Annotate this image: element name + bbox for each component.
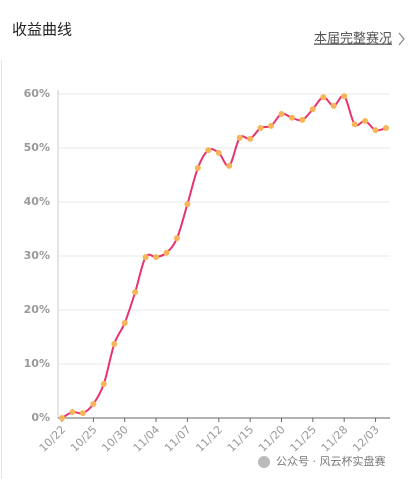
point — [173, 235, 180, 242]
point — [268, 122, 275, 129]
point — [184, 201, 191, 208]
x-tick-label: 11/15 — [225, 423, 257, 455]
x-tick-label: 10/30 — [99, 423, 131, 455]
x-tick-label: 11/25 — [287, 423, 319, 455]
x-tick-label: 10/25 — [68, 423, 100, 455]
point — [121, 319, 128, 326]
point — [100, 380, 107, 387]
point — [278, 110, 285, 117]
y-tick-label: 30% — [24, 249, 50, 262]
point — [90, 400, 97, 407]
point — [257, 125, 264, 132]
point — [153, 254, 160, 261]
point — [205, 147, 212, 154]
x-tick-label: 12/03 — [350, 423, 382, 455]
chevron[interactable] — [398, 32, 405, 46]
y-tick-label: 0% — [31, 411, 50, 424]
point — [341, 93, 348, 100]
x-tick-label: 11/07 — [162, 423, 194, 455]
point — [351, 121, 358, 128]
point — [362, 118, 369, 124]
point — [59, 415, 65, 421]
full-results-link[interactable]: 本届完整赛况 — [314, 31, 392, 47]
point — [236, 134, 243, 141]
point — [247, 135, 254, 142]
point — [163, 249, 170, 256]
x-tick-label: 10/22 — [37, 423, 69, 455]
point — [383, 125, 389, 132]
point — [299, 116, 306, 123]
point — [309, 106, 316, 113]
point — [215, 149, 222, 156]
point — [194, 164, 201, 171]
point — [372, 127, 379, 134]
chart-title: 收益曲线 — [12, 21, 72, 39]
point — [111, 341, 118, 348]
point — [79, 410, 86, 417]
point — [288, 114, 295, 121]
point — [69, 409, 76, 416]
watermark: 公众号 · 风云杯实盘赛 — [276, 454, 386, 468]
x-tick-label: 11/12 — [193, 423, 225, 455]
point — [142, 254, 149, 261]
point — [132, 289, 139, 296]
x-tick-label: 11/04 — [131, 423, 163, 455]
x-tick-label: 11/20 — [256, 423, 288, 455]
point — [226, 162, 233, 169]
wechat-icon — [258, 456, 270, 468]
x-tick-label: 11/28 — [319, 423, 351, 455]
y-tick-label: 60% — [24, 87, 50, 100]
y-tick-label: 50% — [24, 141, 50, 154]
y-tick-label: 10% — [24, 357, 50, 370]
series-line — [61, 94, 387, 419]
y-tick-label: 40% — [24, 195, 50, 208]
y-tick-label: 20% — [24, 303, 50, 316]
point — [330, 102, 337, 109]
point — [320, 94, 327, 101]
